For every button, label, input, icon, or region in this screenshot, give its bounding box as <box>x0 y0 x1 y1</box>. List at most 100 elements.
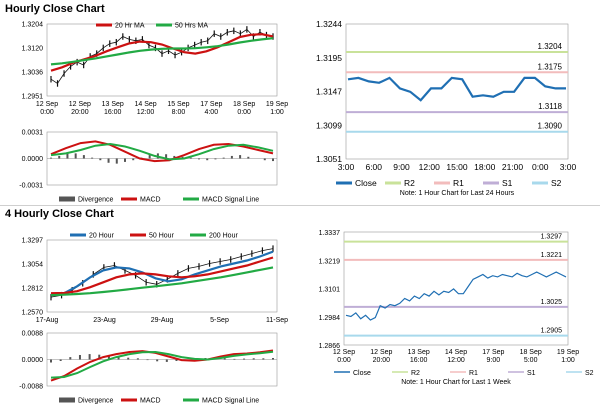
legend-label-divergence: Divergence <box>78 398 114 405</box>
x-tick-label: 15 Sep 8:00 <box>167 101 189 116</box>
level-label-r2: 1.3204 <box>538 42 563 51</box>
y-tick-label: 1.3204 <box>22 22 44 29</box>
macd-signal-line <box>50 142 274 161</box>
y-tick-label: -0.0088 <box>19 384 43 391</box>
x-tick-label: 9:00 <box>393 162 410 172</box>
hourly-24h-chart: 1.3244 1.3195 1.3147 1.3099 1.3051 1.3204 1.31… <box>316 19 577 197</box>
level-label-s2: 1.3090 <box>538 122 563 131</box>
x-tick-label: 15:00 <box>446 162 468 172</box>
x-tick-label: 18:00 <box>474 162 496 172</box>
y-tick-label: 1.2951 <box>22 94 44 101</box>
series-line-2 <box>50 266 274 297</box>
x-tick-label: 12 Sep 20:00 <box>370 349 392 364</box>
x-tick-label: 12:00 <box>419 162 441 172</box>
x-tick-label: 12 Sep 0:00 <box>36 101 58 116</box>
macd-signal-line <box>50 350 274 379</box>
chart-note: Note: 1 Hour Chart for Last 1 Week <box>401 379 511 386</box>
y-tick-label: 1.3051 <box>316 154 342 164</box>
level-label-r2: 1.3297 <box>541 234 563 241</box>
plot-frame <box>345 23 569 160</box>
x-tick-label: 3:00 <box>560 162 577 172</box>
y-tick-label: 1.3054 <box>22 262 44 269</box>
y-tick-label: 1.3244 <box>316 19 342 29</box>
x-tick-label: 19 Sep 1:00 <box>266 101 288 116</box>
y-tick-label: 1.3099 <box>316 120 342 130</box>
legend-label-h200: 200 Hour <box>209 233 238 240</box>
legend-label-macd: MACD <box>140 398 161 405</box>
legend-label-signal: MACD Signal Line <box>202 398 259 405</box>
x-tick-label: 23-Aug <box>93 317 116 324</box>
x-tick-label: 3:00 <box>338 162 355 172</box>
level-label-s1: 1.3118 <box>538 102 562 111</box>
close-line <box>347 76 566 102</box>
x-tick-label: 13 Sep 16:00 <box>102 101 124 116</box>
legend-label-s2: S2 <box>585 370 594 377</box>
legend-label-h20: 20 Hour <box>89 233 115 240</box>
x-tick-label: 11-Sep <box>266 317 288 324</box>
legend-label-signal: MACD Signal Line <box>202 197 259 204</box>
y-tick-label: 0.0000 <box>22 156 44 163</box>
y-tick-label: -0.0031 <box>19 183 43 190</box>
one-week-chart: 1.3337 1.3219 1.3101 1.2984 1.2866 1.3297 1.32… <box>319 230 594 386</box>
legend-label-s1: S1 <box>502 178 513 188</box>
plot-frame <box>46 239 278 313</box>
legend-label-s1: S1 <box>527 370 536 377</box>
hourly-macd-chart: 0.0031 0.0000 -0.0031 Divergence MACD MACD Si… <box>19 130 278 204</box>
legend-label-macd: MACD <box>140 197 161 204</box>
x-tick-label: 13 Sep 16:00 <box>408 349 430 364</box>
hourly-price-ma-chart: 1.3204 1.3120 1.3036 1.2951 20 Hr MA 50 Hrs M… <box>22 22 289 117</box>
legend-label-r2: R2 <box>404 178 415 188</box>
y-tick-label: 1.2570 <box>22 310 44 317</box>
legend-label-r2: R2 <box>411 370 420 377</box>
series-line-1 <box>50 256 274 295</box>
x-tick-label: 17 Sep 4:00 <box>200 101 222 116</box>
level-label-r1: 1.3175 <box>538 62 563 71</box>
y-tick-label: 1.2812 <box>22 286 44 293</box>
y-tick-label: 1.2866 <box>319 343 341 350</box>
x-tick-label: 14 Sep 12:00 <box>445 349 467 364</box>
y-tick-label: 1.3337 <box>319 230 341 237</box>
y-tick-label: 0.0088 <box>22 331 44 338</box>
chart-note: Note: 1 Hour Chart for Last 24 Hours <box>400 190 515 197</box>
close-line <box>345 271 567 321</box>
y-tick-label: 1.3101 <box>319 287 341 294</box>
x-tick-label: 12 Sep 0:00 <box>333 349 355 364</box>
series-line-0 <box>50 33 274 72</box>
y-tick-label: 1.3147 <box>316 87 342 97</box>
x-tick-label: 0:00 <box>532 162 549 172</box>
legend-label-s2: S2 <box>551 178 562 188</box>
four-hourly-chart-title: 4 Hourly Close Chart <box>5 208 114 220</box>
x-tick-label: 19 Sep 1:00 <box>557 349 579 364</box>
y-tick-label: 1.3219 <box>319 258 341 265</box>
series-line-0 <box>50 250 274 297</box>
four-hour-macd-chart: 0.0088 0.0000 -0.0088 Divergence MACD MACD Si… <box>19 331 278 405</box>
level-label-r1: 1.3221 <box>541 252 563 259</box>
x-tick-label: 5-Sep <box>210 317 229 324</box>
y-tick-label: 1.3036 <box>22 70 44 77</box>
x-tick-label: 29-Aug <box>151 317 174 324</box>
x-tick-label: 18 Sep 0:00 <box>233 101 255 116</box>
legend-label-ma50: 50 Hrs MA <box>175 23 208 30</box>
x-tick-label: 18 Sep 5:00 <box>520 349 542 364</box>
x-tick-label: 17 Sep 9:00 <box>482 349 504 364</box>
x-tick-label: 12 Sep 20:00 <box>69 101 91 116</box>
y-tick-label: 1.3120 <box>22 46 44 53</box>
x-tick-label: 17-Aug <box>36 317 59 324</box>
legend-label-close: Close <box>355 178 377 188</box>
y-tick-label: 1.3297 <box>22 238 44 245</box>
hourly-chart-title: Hourly Close Chart <box>5 3 105 15</box>
legend-label-r1: R1 <box>453 178 464 188</box>
x-tick-label: 6:00 <box>365 162 382 172</box>
level-label-s2: 1.2905 <box>541 328 563 335</box>
series-line-1 <box>50 37 274 66</box>
legend-label-h50: 50 Hour <box>149 233 175 240</box>
x-tick-label: 14 Sep 12:00 <box>134 101 156 116</box>
x-tick-label: 21:00 <box>502 162 524 172</box>
y-tick-label: 1.3195 <box>316 53 342 63</box>
four-hour-price-ma-chart: 1.3297 1.3054 1.2812 1.2570 20 Hour 50 Hour 20… <box>22 233 289 325</box>
level-label-s1: 1.3025 <box>541 299 563 306</box>
legend-label-r1: R1 <box>469 370 478 377</box>
y-tick-label: 0.0031 <box>22 130 44 137</box>
section-divider <box>0 205 600 206</box>
y-tick-label: 1.2984 <box>319 315 341 322</box>
